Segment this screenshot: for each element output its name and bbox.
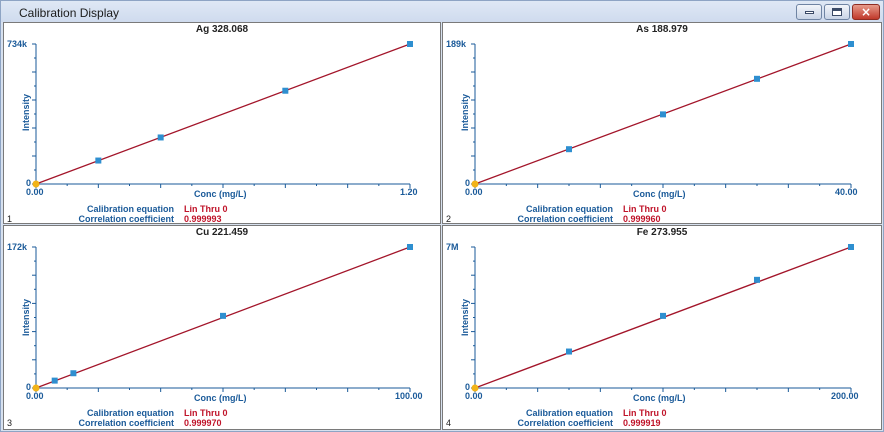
x-axis-label: Conc (mg/L) bbox=[194, 189, 247, 199]
origin-point bbox=[471, 180, 479, 188]
calibration-panel-3[interactable]: Cu 221.459 172k 0 Intensity 0.00 100.00 … bbox=[3, 225, 441, 430]
origin-point bbox=[32, 384, 40, 392]
y-axis-label: Intensity bbox=[21, 93, 31, 131]
correlation-coefficient-label: Correlation coefficient bbox=[78, 214, 174, 224]
x-min-label: 0.00 bbox=[26, 391, 44, 401]
correlation-coefficient-value: 0.999970 bbox=[184, 418, 222, 428]
calibration-equation-label: Calibration equation bbox=[86, 408, 174, 418]
x-axis-label: Conc (mg/L) bbox=[194, 393, 247, 403]
maximize-button[interactable] bbox=[824, 4, 850, 20]
standard-point bbox=[220, 312, 226, 319]
y-max-label: 189k bbox=[446, 39, 467, 49]
standard-point bbox=[754, 276, 760, 283]
calibration-equation-value: Lin Thru 0 bbox=[623, 204, 667, 214]
calibration-panel-4[interactable]: Fe 273.955 7M 0 Intensity 0.00 200.00 Co… bbox=[442, 225, 882, 430]
standard-point bbox=[157, 134, 164, 141]
origin-point bbox=[32, 180, 40, 188]
calibration-equation-value: Lin Thru 0 bbox=[623, 408, 667, 418]
calibration-equation-label: Calibration equation bbox=[86, 204, 174, 214]
correlation-coefficient-label: Correlation coefficient bbox=[78, 418, 174, 428]
standard-point bbox=[566, 348, 572, 355]
standard-point bbox=[51, 377, 58, 384]
panel-title: As 188.979 bbox=[636, 24, 688, 35]
standard-point bbox=[95, 157, 102, 164]
correlation-coefficient-value: 0.999960 bbox=[623, 214, 661, 224]
standard-point bbox=[407, 244, 413, 250]
calibration-equation-label: Calibration equation bbox=[525, 408, 613, 418]
calibration-equation-label: Calibration equation bbox=[525, 204, 613, 214]
y-axis-label: Intensity bbox=[460, 93, 470, 131]
origin-point bbox=[471, 384, 479, 392]
calibration-panel-1[interactable]: Ag 328.068 734k 0 Intensity 0.00 1.20 Co… bbox=[3, 22, 441, 224]
standard-point bbox=[70, 370, 77, 377]
x-max-label: 40.00 bbox=[835, 187, 858, 197]
y-zero-label: 0 bbox=[26, 382, 32, 392]
panel-number: 4 bbox=[446, 418, 452, 428]
y-axis-label: Intensity bbox=[460, 298, 470, 336]
calibration-panel-2[interactable]: As 188.979 189k 0 Intensity 0.00 40.00 C… bbox=[442, 22, 882, 224]
y-zero-label: 0 bbox=[465, 382, 471, 392]
correlation-coefficient-value: 0.999919 bbox=[623, 418, 661, 428]
correlation-coefficient-label: Correlation coefficient bbox=[517, 214, 613, 224]
calibration-plot bbox=[471, 244, 854, 392]
x-max-label: 100.00 bbox=[395, 391, 423, 401]
panel-title: Ag 328.068 bbox=[195, 24, 249, 35]
panel-title: Cu 221.459 bbox=[195, 227, 249, 238]
x-max-label: 1.20 bbox=[400, 187, 418, 197]
y-zero-label: 0 bbox=[26, 178, 32, 188]
y-max-label: 7M bbox=[446, 242, 459, 252]
standard-point bbox=[848, 244, 854, 250]
panel-number: 3 bbox=[7, 418, 13, 428]
correlation-coefficient-value: 0.999993 bbox=[184, 214, 222, 224]
standard-point bbox=[282, 87, 289, 94]
close-button[interactable]: × bbox=[852, 4, 880, 20]
panel-number: 2 bbox=[446, 214, 452, 224]
panel-title: Fe 273.955 bbox=[636, 227, 688, 238]
calibration-equation-value: Lin Thru 0 bbox=[184, 408, 228, 418]
standard-point bbox=[407, 41, 413, 47]
x-max-label: 200.00 bbox=[831, 391, 859, 401]
calibration-plot bbox=[32, 244, 413, 392]
x-axis-label: Conc (mg/L) bbox=[633, 189, 686, 199]
panel-number: 1 bbox=[7, 214, 13, 224]
calibration-plot bbox=[471, 41, 854, 188]
maximize-icon bbox=[832, 8, 842, 16]
calibration-fit-line bbox=[35, 43, 411, 185]
y-max-label: 734k bbox=[7, 39, 28, 49]
minimize-button[interactable] bbox=[796, 4, 822, 20]
window-title: Calibration Display bbox=[19, 6, 120, 20]
y-axis-label: Intensity bbox=[21, 298, 31, 336]
standard-point bbox=[660, 312, 666, 319]
standard-point bbox=[660, 111, 666, 118]
y-max-label: 172k bbox=[7, 242, 28, 252]
title-bar[interactable]: Calibration Display × bbox=[1, 1, 883, 22]
standard-point bbox=[754, 75, 760, 82]
x-min-label: 0.00 bbox=[26, 187, 44, 197]
calibration-plot bbox=[32, 41, 413, 188]
correlation-coefficient-label: Correlation coefficient bbox=[517, 418, 613, 428]
standard-point bbox=[848, 41, 854, 47]
standard-point bbox=[566, 146, 572, 153]
x-min-label: 0.00 bbox=[465, 391, 483, 401]
x-axis-label: Conc (mg/L) bbox=[633, 393, 686, 403]
calibration-equation-value: Lin Thru 0 bbox=[184, 204, 228, 214]
close-icon: × bbox=[860, 5, 872, 19]
minimize-icon bbox=[804, 10, 814, 14]
x-min-label: 0.00 bbox=[465, 187, 483, 197]
y-zero-label: 0 bbox=[465, 178, 471, 188]
